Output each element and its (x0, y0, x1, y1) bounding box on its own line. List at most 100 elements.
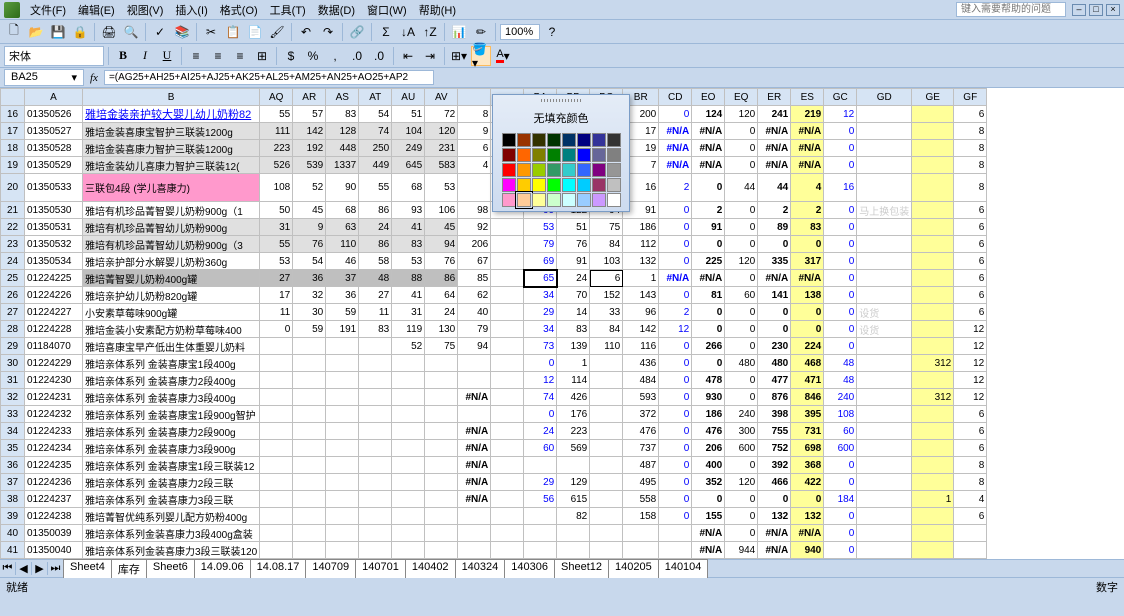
cell[interactable]: 65 (524, 270, 557, 287)
cell[interactable] (425, 525, 458, 542)
cell[interactable]: #N/A (758, 525, 791, 542)
cell[interactable]: 0 (725, 219, 758, 236)
zoom-combo[interactable]: 100% (500, 24, 540, 40)
fx-icon[interactable]: fx (84, 72, 104, 84)
cell[interactable]: 雅培亲体系列 金装喜康宝1段三联装12 (83, 457, 260, 474)
cell[interactable] (912, 202, 954, 219)
cell[interactable] (425, 372, 458, 389)
cell[interactable]: 62 (458, 287, 491, 304)
cell[interactable] (491, 474, 524, 491)
cell[interactable]: #N/A (659, 140, 692, 157)
cell[interactable] (392, 542, 425, 559)
cell[interactable]: 50 (260, 202, 293, 219)
column-header[interactable]: ER (758, 89, 791, 106)
cell[interactable]: 0 (659, 423, 692, 440)
sort-asc-button[interactable]: ↓A (398, 22, 418, 42)
cell[interactable]: 106 (425, 202, 458, 219)
cell[interactable]: 0 (725, 236, 758, 253)
column-header[interactable]: GE (912, 89, 954, 106)
cell[interactable] (912, 338, 954, 355)
cell[interactable] (557, 525, 590, 542)
cell[interactable]: 55 (359, 174, 392, 202)
cell[interactable] (491, 219, 524, 236)
cell[interactable]: 466 (758, 474, 791, 491)
help-button[interactable]: ? (542, 22, 562, 42)
cell[interactable] (590, 423, 623, 440)
cell[interactable]: 0 (524, 355, 557, 372)
cell[interactable] (425, 508, 458, 525)
cell[interactable]: 雅培亲体系列 金装喜康力3段900g (83, 440, 260, 457)
cell[interactable]: 0 (659, 253, 692, 270)
cell[interactable]: 352 (692, 474, 725, 491)
swatch[interactable] (592, 133, 606, 147)
cell[interactable]: 176 (557, 406, 590, 423)
cell[interactable] (857, 236, 912, 253)
cell[interactable]: 28 (1, 321, 25, 338)
cell[interactable]: 6 (954, 270, 987, 287)
column-header[interactable]: EO (692, 89, 725, 106)
cell[interactable] (425, 355, 458, 372)
cell[interactable]: 51 (557, 219, 590, 236)
swatch[interactable] (577, 148, 591, 162)
cell[interactable]: 01224230 (25, 372, 83, 389)
cell[interactable]: 495 (623, 474, 659, 491)
cell[interactable] (326, 474, 359, 491)
sum-button[interactable]: Σ (376, 22, 396, 42)
column-header[interactable]: GC (824, 89, 857, 106)
cell[interactable] (392, 355, 425, 372)
cell[interactable]: 01184070 (25, 338, 83, 355)
cell[interactable]: 雅培亲体系列 金装喜康力2段400g (83, 372, 260, 389)
cell[interactable]: 124 (692, 106, 725, 123)
cell[interactable]: 73 (524, 338, 557, 355)
cell[interactable]: 6 (954, 219, 987, 236)
cell[interactable]: 26 (1, 287, 25, 304)
cell[interactable]: 1 (557, 355, 590, 372)
cell[interactable]: 雅培亲体系列 金装喜康力3段三联 (83, 491, 260, 508)
cell[interactable]: 0 (659, 338, 692, 355)
cell[interactable] (458, 508, 491, 525)
cell[interactable]: 476 (623, 423, 659, 440)
cell[interactable]: 132 (791, 508, 824, 525)
cell[interactable] (857, 406, 912, 423)
cell[interactable]: 4 (791, 174, 824, 202)
cell[interactable]: 76 (293, 236, 326, 253)
cell[interactable] (491, 542, 524, 559)
chart-button[interactable]: 📊 (449, 22, 469, 42)
cell[interactable]: 27 (1, 304, 25, 321)
cell[interactable]: 487 (623, 457, 659, 474)
cell[interactable]: 4 (458, 157, 491, 174)
cell[interactable]: 雅培菁智婴儿奶粉400g罐 (83, 270, 260, 287)
cell[interactable]: 0 (824, 508, 857, 525)
cell[interactable]: 219 (791, 106, 824, 123)
cell[interactable]: 0 (692, 491, 725, 508)
cell[interactable]: 539 (293, 157, 326, 174)
cell[interactable] (912, 287, 954, 304)
cell[interactable]: 6 (954, 304, 987, 321)
cell[interactable]: 0 (824, 253, 857, 270)
cell[interactable]: 755 (758, 423, 791, 440)
cell[interactable]: 2 (692, 202, 725, 219)
cell[interactable] (458, 174, 491, 202)
cell[interactable]: 01350527 (25, 123, 83, 140)
cell[interactable]: 48 (824, 372, 857, 389)
cell[interactable]: 138 (791, 287, 824, 304)
cell[interactable]: 752 (758, 440, 791, 457)
borders-button[interactable]: ⊞▾ (449, 46, 469, 66)
cell[interactable]: 0 (824, 270, 857, 287)
cell[interactable] (293, 389, 326, 406)
cell[interactable]: 8 (458, 106, 491, 123)
cell[interactable] (425, 440, 458, 457)
cell[interactable] (326, 525, 359, 542)
cell[interactable]: 0 (692, 304, 725, 321)
cell[interactable]: 60 (725, 287, 758, 304)
sheet-tab[interactable]: 140104 (658, 559, 709, 578)
swatch[interactable] (577, 193, 591, 207)
tab-next-button[interactable]: ▶ (32, 562, 48, 575)
cell[interactable]: 876 (758, 389, 791, 406)
cell[interactable]: #N/A (791, 123, 824, 140)
menu-视图(V)[interactable]: 视图(V) (121, 0, 170, 20)
cell[interactable]: #N/A (458, 389, 491, 406)
cell[interactable]: 4 (954, 491, 987, 508)
cell[interactable] (857, 140, 912, 157)
menu-编辑(E)[interactable]: 编辑(E) (72, 0, 121, 20)
